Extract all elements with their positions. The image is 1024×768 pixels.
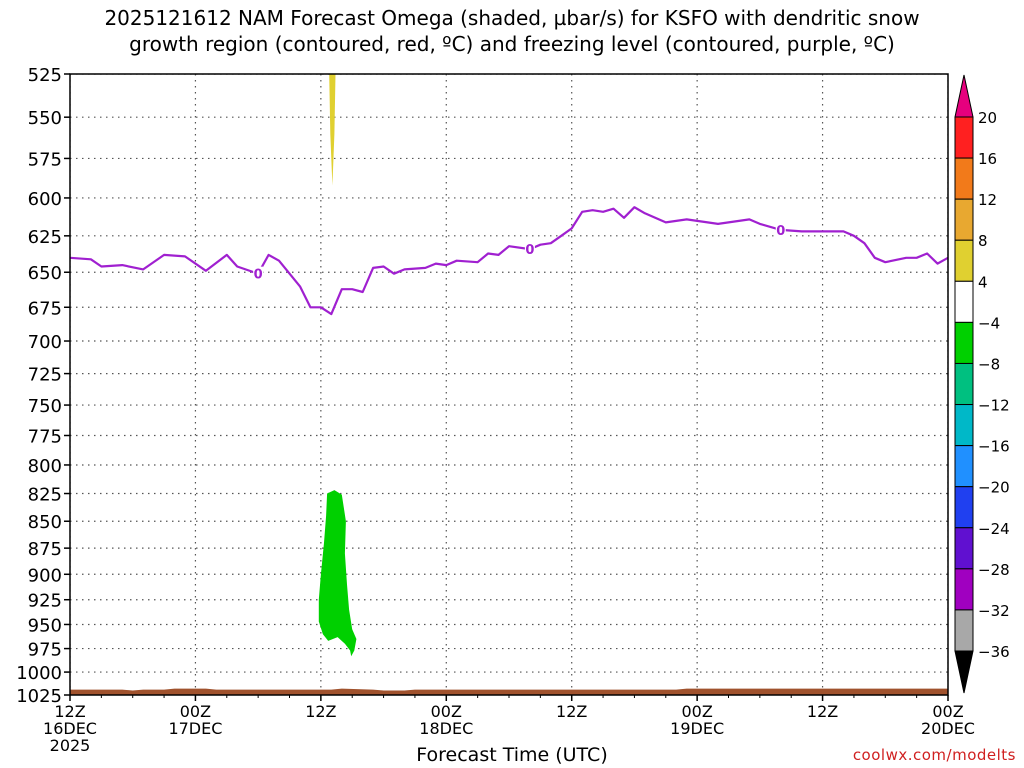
contour-label-bg-0: [253, 266, 264, 281]
colorbar-bin-1: [954, 157, 974, 200]
x-tick-label-0-1: 16DEC: [43, 719, 97, 738]
colorbar-label-1: 16: [978, 150, 997, 168]
y-tick-label-900: 900: [28, 565, 62, 586]
contour-label-1: 0: [525, 243, 534, 258]
freezing-level-line: [70, 206, 948, 316]
x-tick-label-12-0: 00Z: [180, 702, 211, 721]
y-tick-label-850: 850: [28, 512, 62, 533]
colorbar-bin-10: [954, 527, 974, 570]
y-tick-label-650: 650: [28, 263, 62, 284]
x-tick-label-72-0: 12Z: [807, 702, 838, 721]
y-tick-label-575: 575: [28, 149, 62, 170]
colorbar-bin-5: [954, 321, 974, 364]
plot-area: 0 0 0: [70, 74, 948, 695]
colorbar-label-11: −28: [978, 561, 1010, 579]
colorbar-bin-2: [954, 198, 974, 241]
colorbar-label-9: −20: [978, 479, 1010, 497]
x-tick-label-84-0: 00Z: [932, 702, 963, 721]
axes: 525 550 575 600 625 650 675 700 725 750 775 800 825 8…: [16, 65, 975, 755]
chart-title-line-2: growth region (contoured, red, ºC) and f…: [129, 32, 895, 56]
y-tick-label-1025: 1025: [16, 686, 62, 707]
x-tick-label-36-1: 18DEC: [419, 719, 473, 738]
y-tick-label-950: 950: [28, 615, 62, 636]
colorbar: 20 16 12 8 4 −4 −8 −12 −16 −20 −24 −28 −32 −36: [954, 74, 1010, 694]
contour-label-bg-2: [775, 222, 786, 237]
y-tick-label-1000: 1000: [16, 663, 62, 684]
y-tick-label-800: 800: [28, 456, 62, 477]
y-tick-label-600: 600: [28, 189, 62, 210]
colorbar-label-10: −24: [978, 520, 1010, 538]
x-tick-label-24-0: 12Z: [305, 702, 336, 721]
colorbar-top-arrow: [954, 74, 974, 118]
chart-title-line-1: 2025121612 NAM Forecast Omega (shaded, µ…: [104, 6, 920, 30]
x-tick-label-60-1: 19DEC: [670, 719, 724, 738]
x-tick-label-0-0: 12Z: [54, 702, 85, 721]
x-tick-label-60-0: 00Z: [681, 702, 712, 721]
plot-frame: [69, 73, 949, 696]
colorbar-label-4: 4: [978, 273, 988, 291]
y-tick-label-675: 675: [28, 298, 62, 319]
colorbar-label-7: −12: [978, 397, 1010, 415]
contour-label-0: 0: [254, 268, 263, 283]
omega-shade-1: [318, 490, 357, 657]
colorbar-label-5: −4: [978, 314, 1000, 332]
x-axis-label: Forecast Time (UTC): [416, 744, 608, 766]
colorbar-label-13: −36: [978, 643, 1010, 661]
y-tick-label-875: 875: [28, 539, 62, 560]
contour-label-bg-1: [524, 242, 535, 257]
colorbar-bin-9: [954, 486, 974, 529]
colorbar-label-6: −8: [978, 355, 1000, 373]
colorbar-label-12: −32: [978, 602, 1010, 620]
y-tick-label-750: 750: [28, 396, 62, 417]
x-tick-label-12-1: 17DEC: [168, 719, 222, 738]
y-tick-label-775: 775: [28, 426, 62, 447]
colorbar-bin-3: [954, 239, 974, 282]
x-tick-label-36-0: 00Z: [431, 702, 462, 721]
x-tick-label-84-1: 20DEC: [921, 719, 975, 738]
terrain-surface: [70, 688, 948, 695]
colorbar-bin-4: [954, 280, 974, 323]
colorbar-bin-12: [954, 609, 974, 652]
y-tick-label-975: 975: [28, 640, 62, 661]
y-tick-label-625: 625: [28, 227, 62, 248]
y-tick-label-700: 700: [28, 332, 62, 353]
colorbar-label-8: −16: [978, 438, 1010, 456]
colorbar-bin-0: [954, 116, 974, 159]
x-tick-label-48-0: 12Z: [556, 702, 587, 721]
colorbar-label-2: 12: [978, 191, 997, 209]
y-tick-label-525: 525: [28, 65, 62, 86]
omega-shade-0: [329, 74, 336, 186]
colorbar-bin-11: [954, 568, 974, 611]
y-tick-label-825: 825: [28, 485, 62, 506]
x-tick-label-0-2: 2025: [50, 736, 91, 755]
contour-label-2: 0: [776, 224, 785, 239]
y-tick-label-925: 925: [28, 591, 62, 612]
y-tick-label-725: 725: [28, 365, 62, 386]
colorbar-bin-6: [954, 362, 974, 406]
y-tick-label-550: 550: [28, 108, 62, 129]
colorbar-label-3: 8: [978, 232, 988, 250]
colorbar-label-0: 20: [978, 109, 997, 127]
colorbar-bin-8: [954, 445, 974, 488]
colorbar-bin-7: [954, 404, 974, 447]
credit-text: coolwx.com/modelts: [852, 746, 1016, 764]
colorbar-bottom-arrow: [954, 650, 974, 694]
